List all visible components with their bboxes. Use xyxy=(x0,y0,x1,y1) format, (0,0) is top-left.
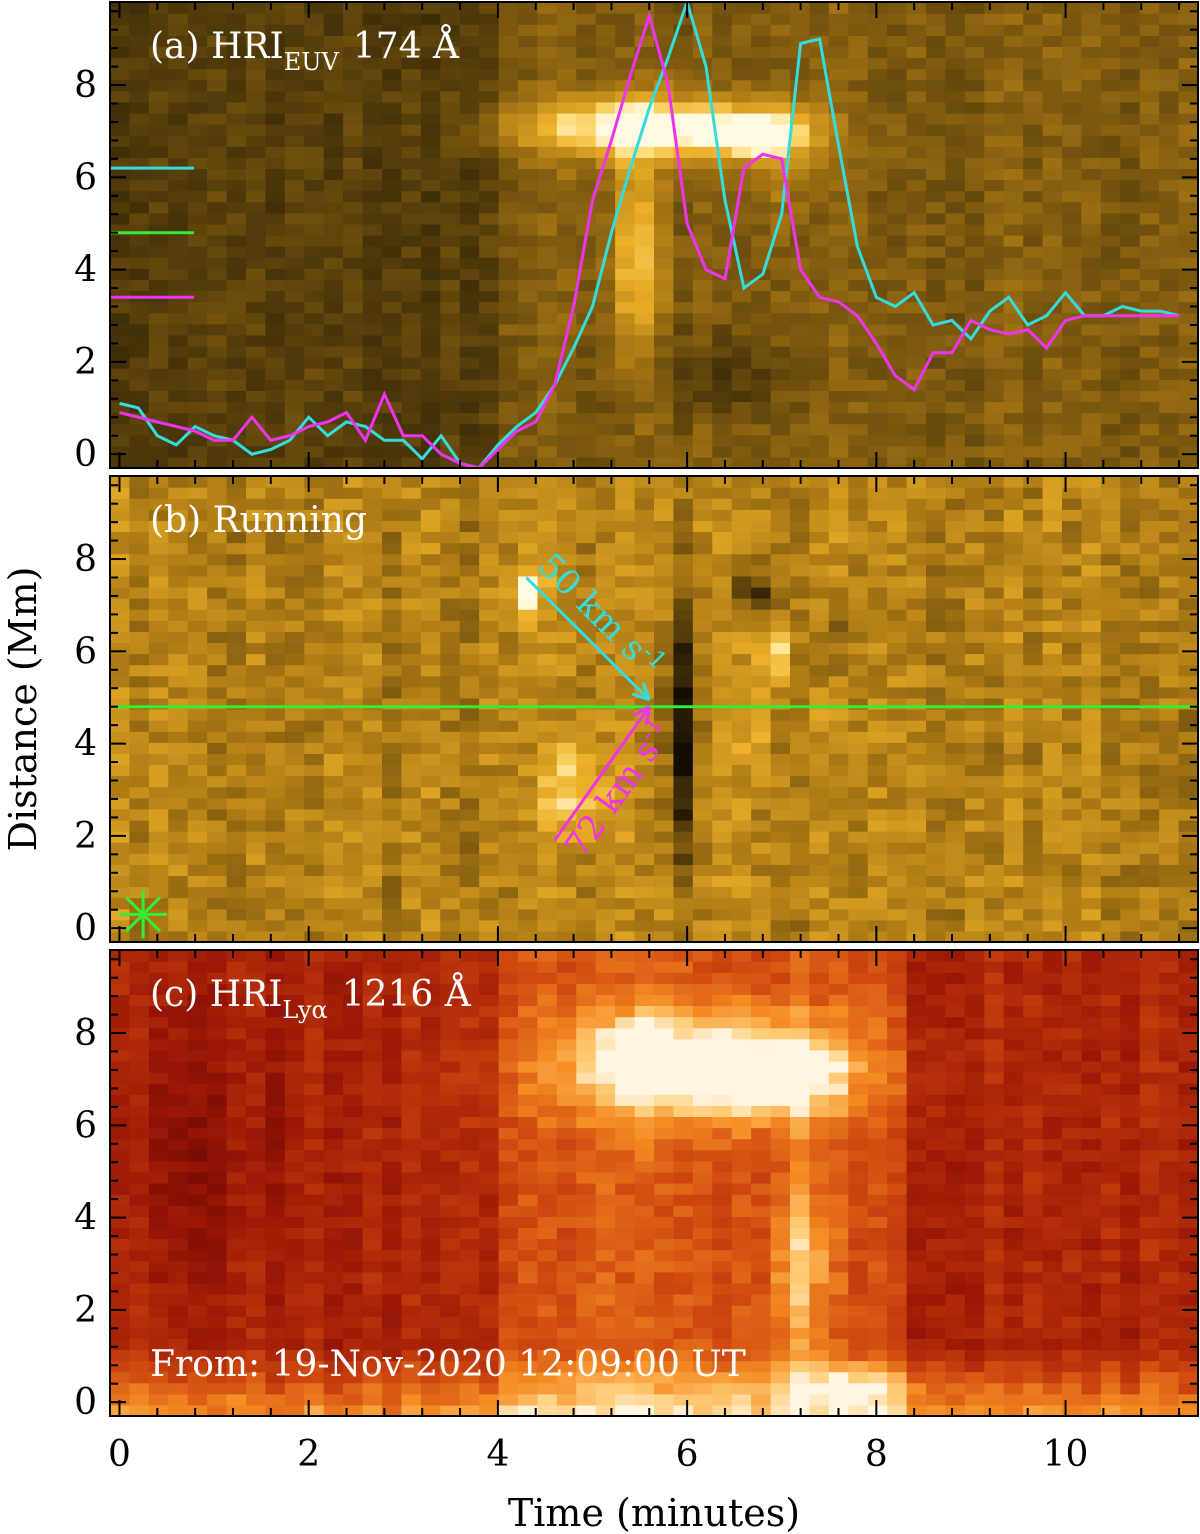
y-tick-label: 0 xyxy=(74,1382,97,1423)
y-tick-label: 8 xyxy=(74,1013,97,1054)
heatmap-b xyxy=(110,476,1198,942)
y-tick-label: 2 xyxy=(74,816,97,857)
ticks-b: 0 2 4 6 8 xyxy=(74,476,1198,949)
x-tick-label: 8 xyxy=(865,1434,888,1475)
x-tick-label: 10 xyxy=(1043,1434,1089,1475)
panel-label-a: (a) HRIEUV 174 Å xyxy=(150,25,460,76)
y-tick-label: 4 xyxy=(74,250,97,291)
frame-b xyxy=(109,475,1199,943)
x-tick-label: 4 xyxy=(486,1434,509,1475)
y-tick-label: 2 xyxy=(74,1290,97,1331)
frame-a xyxy=(109,1,1199,469)
ticks-a: 0 2 4 6 8 xyxy=(74,2,1198,475)
x-tick-labels: 0 2 4 6 8 10 xyxy=(108,1434,1088,1475)
y-tick-label: 2 xyxy=(74,342,97,383)
y-tick-label: 0 xyxy=(74,908,97,949)
ticks-c: 0 2 4 6 8 xyxy=(74,950,1198,1423)
panel-a: 0 2 4 6 8 (a) HRIEUV 174 Å xyxy=(74,1,1199,475)
overlay-a xyxy=(119,2,1180,468)
x-tick-label: 0 xyxy=(108,1434,131,1475)
y-tick-label: 4 xyxy=(74,1198,97,1239)
y-tick-label: 4 xyxy=(74,724,97,765)
panel-c: 0 2 4 6 8 (c) HRILyα 1216 Å From: 19-Nov-2020… xyxy=(74,949,1199,1423)
y-tick-label: 6 xyxy=(74,1105,97,1146)
y-axis-title: Distance (Mm) xyxy=(1,567,45,852)
y-tick-label: 6 xyxy=(74,157,97,198)
y-tick-label: 8 xyxy=(74,539,97,580)
x-tick-label: 2 xyxy=(297,1434,320,1475)
frame-c xyxy=(109,949,1199,1417)
heatmap-a xyxy=(110,2,1198,468)
side-markers-a xyxy=(110,166,194,299)
star-marker xyxy=(119,890,168,939)
y-tick-label: 6 xyxy=(74,631,97,672)
y-tick-label: 0 xyxy=(74,434,97,475)
series-line-2 xyxy=(119,10,1180,468)
x-tick-label: 6 xyxy=(676,1434,699,1475)
y-tick-label: 8 xyxy=(74,65,97,106)
x-axis-title: Time (minutes) xyxy=(508,1491,800,1534)
panel-label-c: (c) HRILyα 1216 Å xyxy=(150,973,472,1024)
date-annotation: From: 19-Nov-2020 12:09:00 UT xyxy=(150,1344,746,1385)
heatmap-c xyxy=(110,950,1198,1416)
panel-label-b: (b) Running xyxy=(150,500,367,541)
